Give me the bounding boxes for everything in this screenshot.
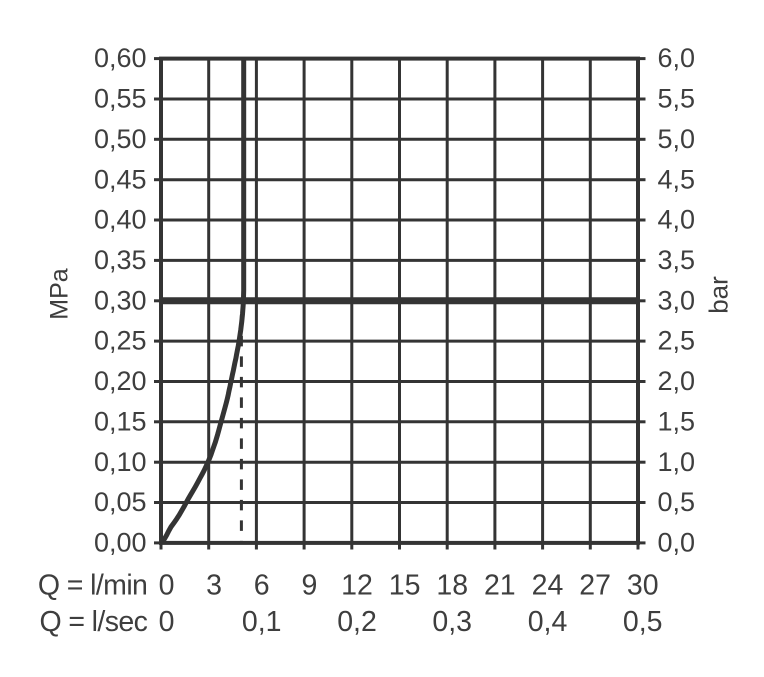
svg-text:Q = l/min: Q = l/min	[38, 569, 147, 601]
svg-text:0,40: 0,40	[94, 205, 147, 235]
svg-text:4,0: 4,0	[658, 205, 696, 235]
svg-text:0,5: 0,5	[623, 606, 663, 638]
svg-text:0,20: 0,20	[94, 366, 147, 396]
svg-text:1,0: 1,0	[658, 447, 696, 477]
svg-text:3,5: 3,5	[658, 245, 696, 275]
svg-text:12: 12	[341, 569, 373, 601]
svg-text:2,0: 2,0	[658, 366, 696, 396]
svg-text:0,55: 0,55	[94, 84, 147, 114]
svg-text:0: 0	[159, 606, 175, 638]
svg-text:0,2: 0,2	[337, 606, 377, 638]
svg-text:0,45: 0,45	[94, 164, 147, 194]
svg-text:0: 0	[159, 569, 175, 601]
svg-text:0,05: 0,05	[94, 487, 147, 517]
svg-text:0,5: 0,5	[658, 487, 696, 517]
svg-text:5,0: 5,0	[658, 124, 696, 154]
svg-text:0,35: 0,35	[94, 245, 147, 275]
svg-text:3: 3	[206, 569, 222, 601]
svg-text:18: 18	[436, 569, 468, 601]
svg-text:0,10: 0,10	[94, 447, 147, 477]
svg-text:15: 15	[389, 569, 421, 601]
svg-text:0,0: 0,0	[658, 528, 696, 558]
svg-text:2,5: 2,5	[658, 326, 696, 356]
svg-text:0,1: 0,1	[242, 606, 282, 638]
svg-text:27: 27	[579, 569, 611, 601]
svg-text:Q = l/sec: Q = l/sec	[39, 606, 147, 638]
svg-text:6: 6	[254, 569, 270, 601]
svg-text:0,60: 0,60	[94, 43, 147, 73]
svg-text:30: 30	[627, 569, 659, 601]
svg-text:6,0: 6,0	[658, 43, 696, 73]
svg-text:24: 24	[532, 569, 564, 601]
svg-text:9: 9	[301, 569, 317, 601]
svg-text:0,30: 0,30	[94, 285, 147, 315]
svg-text:MPa: MPa	[46, 268, 74, 320]
svg-text:4,5: 4,5	[658, 164, 696, 194]
svg-text:0,4: 0,4	[528, 606, 568, 638]
svg-text:bar: bar	[703, 276, 733, 314]
svg-text:21: 21	[484, 569, 516, 601]
svg-text:5,5: 5,5	[658, 84, 696, 114]
svg-text:3,0: 3,0	[658, 285, 696, 315]
svg-text:1,5: 1,5	[658, 406, 696, 436]
svg-text:0,3: 0,3	[432, 606, 472, 638]
svg-text:0,25: 0,25	[94, 326, 147, 356]
svg-text:0,00: 0,00	[94, 528, 147, 558]
svg-text:0,15: 0,15	[94, 406, 147, 436]
svg-text:0,50: 0,50	[94, 124, 147, 154]
